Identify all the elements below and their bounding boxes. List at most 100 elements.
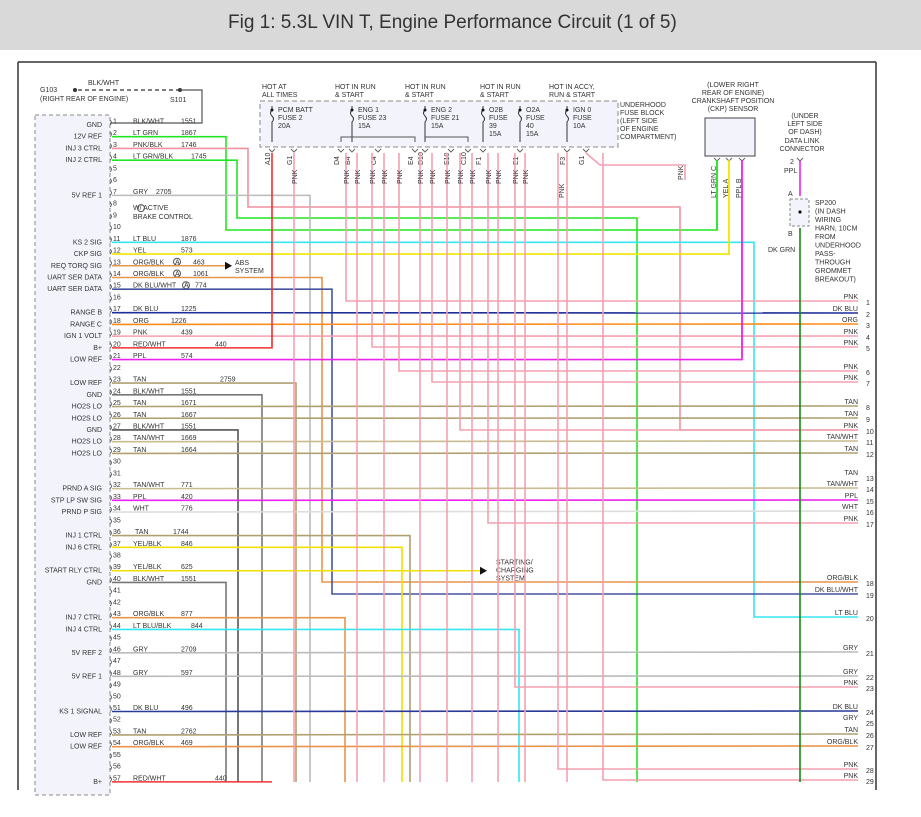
pnk-wire-label: PNK (496, 169, 503, 184)
fuse-label: O2A (526, 107, 540, 114)
pin-wire-color: LT GRN/BLK (133, 154, 174, 161)
fuse-pin-label: C10 (461, 152, 468, 165)
fuse-block-location: COMPARTMENT) (620, 134, 677, 141)
pin-function: INJ 4 CTRL (65, 626, 102, 633)
pin-number: 35 (113, 517, 121, 524)
pin-5-terminal-icon (109, 166, 112, 173)
right-terminal-wire: PPL (845, 493, 858, 500)
pin-circuit-number: 1061 (193, 271, 209, 278)
pin-wire-color: TAN (133, 377, 146, 384)
pin-32-terminal-icon (109, 483, 112, 490)
pin-number: 3 (113, 142, 117, 149)
pin-circuit-number: 1671 (181, 400, 197, 407)
right-terminal-wire: DK BLU (833, 306, 858, 313)
fuse-icon (423, 106, 427, 142)
pin-wire-color: DK BLU/WHT (133, 283, 177, 290)
pin-42-terminal-icon (109, 600, 112, 607)
pin-wire-color: GRY (133, 670, 148, 677)
underhood-fuse-block (259, 100, 619, 148)
fuse-hot-label: HOT IN RUN (405, 84, 446, 91)
fuse-label: 20A (278, 123, 291, 130)
pin-wire-color: PNK (133, 330, 148, 337)
sp200-label: HARN, 10CM (815, 226, 858, 233)
active-brake-note: W/ ACTIVE (133, 205, 169, 212)
pin-21-terminal-icon (109, 354, 112, 360)
ground-wire-color: BLK/WHT (88, 80, 120, 87)
fuse-hot-label: RUN & START (549, 92, 596, 99)
pnk-wire-label: PNK (458, 169, 465, 184)
pnk-wire-label: PNK (397, 169, 404, 184)
pin-wire-color: TAN (135, 529, 148, 536)
pin-wire-color: ORG/BLK (133, 271, 164, 278)
fuse-pin-label: E1 (513, 156, 520, 165)
fuse-pin-icon (447, 148, 455, 153)
right-terminal-wire: DK BLU/WHT (815, 587, 859, 594)
ground-location: (RIGHT REAR OF ENGINE) (40, 96, 128, 103)
right-terminal-wire: ORG/BLK (827, 575, 858, 582)
pin-number: 51 (113, 705, 121, 712)
pnk-fuse-feed-wire (345, 153, 858, 302)
pin-33-terminal-icon (109, 494, 112, 501)
pin-14-wire (112, 276, 858, 583)
pin-circuit-number: 1551 (181, 576, 197, 583)
fuse-icon (481, 106, 485, 142)
pin-circuit-number: 776 (181, 506, 193, 513)
pin-number: 36 (113, 529, 121, 536)
right-terminal-number: 20 (866, 616, 874, 623)
pin-3-terminal-icon (109, 143, 112, 149)
pin-circuit-number: 1551 (181, 423, 197, 430)
pin-40-terminal-icon (109, 577, 112, 583)
pin-52-terminal-icon (109, 717, 112, 724)
pin-circuit-number: 469 (181, 740, 193, 747)
fuse-pin-icon (563, 148, 571, 153)
pin-circuit-number: 625 (181, 564, 193, 571)
pin-function: RANGE C (70, 321, 102, 328)
pin-wire-color: YEL/BLK (133, 541, 162, 548)
dlc-pin-number: 2 (790, 159, 794, 166)
fuse-icon (350, 106, 354, 142)
pin-53-wire (111, 733, 859, 736)
pin-wire-color: RED/WHT (133, 341, 166, 348)
fuse-label: 15A (431, 123, 444, 130)
pin-40-wire (112, 581, 227, 782)
pin-number: 9 (113, 212, 117, 219)
fuse-hot-label: ALL TIMES (262, 92, 298, 99)
pin-25-terminal-icon (109, 401, 112, 407)
pin-number: 48 (113, 670, 121, 677)
pin-number: 43 (113, 611, 121, 618)
pin-wire-color: GRY (133, 646, 148, 653)
sp200-label: (IN DASH (815, 209, 846, 216)
pnk-wire-label: PNK (344, 169, 351, 184)
fuse-21-bus (425, 136, 469, 142)
pin-number: 20 (113, 341, 121, 348)
right-terminal-number: 17 (866, 522, 874, 529)
pin-41-terminal-icon (109, 588, 112, 595)
fuse-pin-icon (479, 148, 487, 153)
pin-number: 5 (113, 165, 117, 172)
pin-circuit-number: 463 (193, 259, 205, 266)
fuse-label: FUSE 23 (358, 115, 387, 122)
pin-20-wire (112, 160, 273, 349)
right-terminal-wire: TAN (845, 446, 858, 453)
pin-wire-color: TAN (133, 728, 146, 735)
pin-function: INJ 2 CTRL (65, 157, 102, 164)
sp200-label: GROMMET (815, 268, 852, 275)
pin-number: 22 (113, 365, 121, 372)
pin-function: UART SER DATA (47, 274, 102, 281)
pin-function: GND (86, 579, 102, 586)
splice-dot (798, 210, 802, 214)
pin-53-terminal-icon (109, 729, 112, 736)
starting-charging-note: SYSTEM (496, 576, 525, 583)
fuse-pin-label: B4 (345, 156, 352, 165)
pin-circuit-number: 1226 (171, 318, 187, 325)
pin-20-terminal-icon (109, 342, 112, 349)
right-terminal-wire: PNK (844, 423, 859, 430)
pin-7-terminal-icon (109, 189, 112, 196)
pin-number: 55 (113, 752, 121, 759)
sp200-label: PASS- (815, 251, 836, 258)
connector-a-label: A (175, 271, 180, 278)
pin-circuit-number: 1225 (181, 306, 197, 313)
pin-function: 5V REF 1 (72, 192, 102, 199)
connector-a-label: A (175, 259, 180, 266)
pnk-fuse-feed-wire (431, 153, 858, 383)
